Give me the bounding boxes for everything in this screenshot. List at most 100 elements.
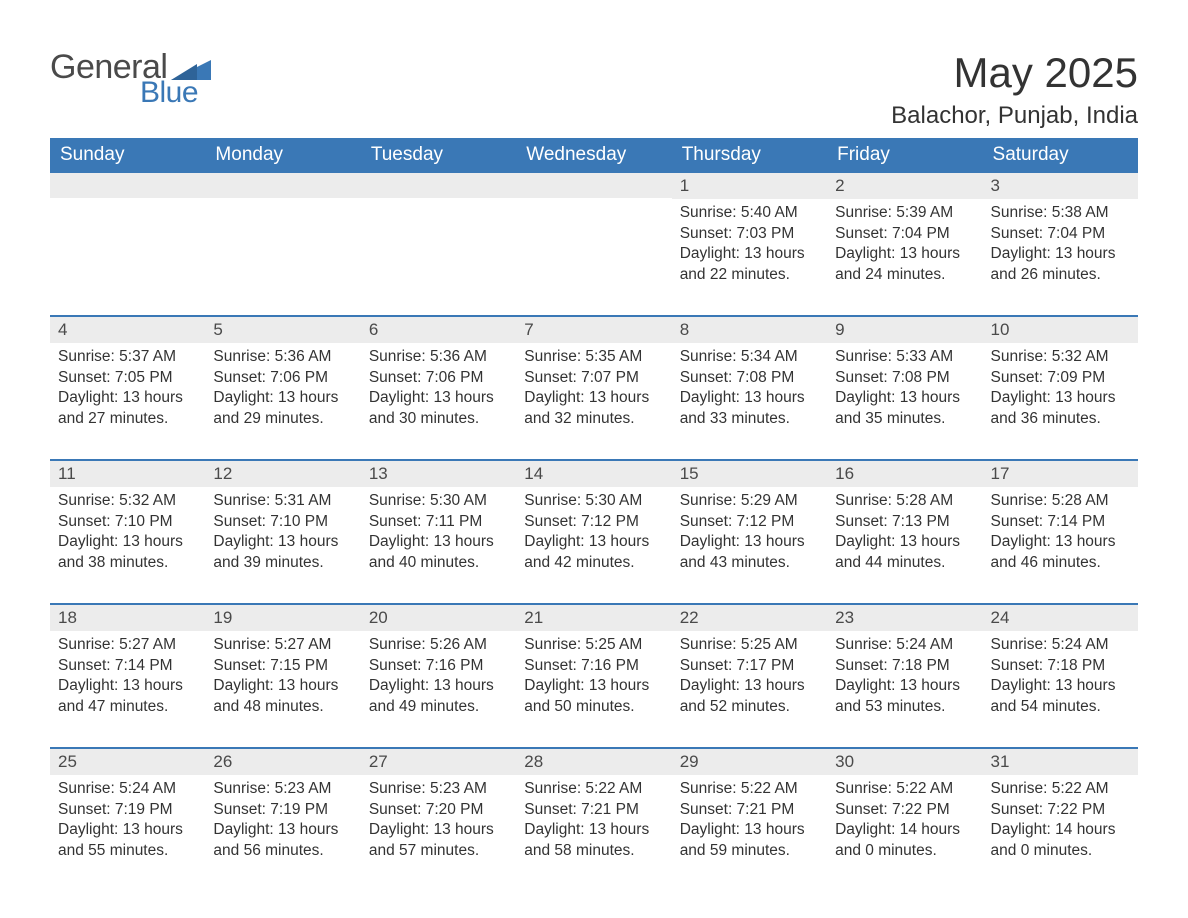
- weekday-header: Wednesday: [516, 138, 671, 173]
- calendar-day: 22 Sunrise: 5:25 AMSunset: 7:17 PMDayligh…: [672, 605, 827, 733]
- day-body: Sunrise: 5:22 AMSunset: 7:22 PMDaylight:…: [827, 775, 982, 861]
- daylight-text: Daylight: 13 hours and 30 minutes.: [369, 388, 508, 429]
- weekday-header-row: Sunday Monday Tuesday Wednesday Thursday…: [50, 138, 1138, 173]
- day-number: 27: [369, 752, 388, 771]
- calendar-day: 7 Sunrise: 5:35 AMSunset: 7:07 PMDaylight…: [516, 317, 671, 445]
- sunset-text: Sunset: 7:15 PM: [213, 656, 352, 676]
- location-text: Balachor, Punjab, India: [891, 102, 1138, 130]
- calendar-day: 1 Sunrise: 5:40 AMSunset: 7:03 PMDaylight…: [672, 173, 827, 301]
- day-body: Sunrise: 5:26 AMSunset: 7:16 PMDaylight:…: [361, 631, 516, 717]
- calendar-day: 24Sunrise: 5:24 AMSunset: 7:18 PMDayligh…: [983, 605, 1138, 733]
- sunset-text: Sunset: 7:22 PM: [991, 800, 1130, 820]
- weekday-header: Tuesday: [361, 138, 516, 173]
- calendar-day: 10Sunrise: 5:32 AMSunset: 7:09 PMDayligh…: [983, 317, 1138, 445]
- day-body: Sunrise: 5:34 AMSunset: 7:08 PMDaylight:…: [672, 343, 827, 429]
- calendar-week: 11Sunrise: 5:32 AMSunset: 7:10 PMDayligh…: [50, 459, 1138, 589]
- weekday-header: Saturday: [983, 138, 1138, 173]
- day-number: 26: [213, 752, 232, 771]
- day-number-row: 14: [516, 461, 671, 487]
- sunrise-text: Sunrise: 5:36 AM: [369, 347, 508, 367]
- sunset-text: Sunset: 7:05 PM: [58, 368, 197, 388]
- day-number: 13: [369, 464, 388, 483]
- day-number-row: 11: [50, 461, 205, 487]
- day-body: Sunrise: 5:28 AMSunset: 7:14 PMDaylight:…: [983, 487, 1138, 573]
- calendar-day: 23Sunrise: 5:24 AMSunset: 7:18 PMDayligh…: [827, 605, 982, 733]
- sunset-text: Sunset: 7:21 PM: [680, 800, 819, 820]
- calendar-day: 17Sunrise: 5:28 AMSunset: 7:14 PMDayligh…: [983, 461, 1138, 589]
- daylight-text: Daylight: 13 hours and 38 minutes.: [58, 532, 197, 573]
- day-number-row: 18: [50, 605, 205, 631]
- sunrise-text: Sunrise: 5:25 AM: [680, 635, 819, 655]
- title-block: May 2025 Balachor, Punjab, India: [891, 50, 1138, 130]
- day-number: 7: [524, 320, 533, 339]
- day-number: 6: [369, 320, 378, 339]
- daylight-text: Daylight: 13 hours and 39 minutes.: [213, 532, 352, 573]
- day-number: 1: [680, 176, 689, 195]
- calendar-day: 26Sunrise: 5:23 AMSunset: 7:19 PMDayligh…: [205, 749, 360, 877]
- sunset-text: Sunset: 7:07 PM: [524, 368, 663, 388]
- day-body: Sunrise: 5:36 AMSunset: 7:06 PMDaylight:…: [205, 343, 360, 429]
- calendar-day: 3Sunrise: 5:38 AMSunset: 7:04 PMDaylight…: [983, 173, 1138, 301]
- sunset-text: Sunset: 7:16 PM: [369, 656, 508, 676]
- daylight-text: Daylight: 13 hours and 32 minutes.: [524, 388, 663, 429]
- calendar-grid: Sunday Monday Tuesday Wednesday Thursday…: [50, 138, 1138, 877]
- day-body: Sunrise: 5:28 AMSunset: 7:13 PMDaylight:…: [827, 487, 982, 573]
- sunset-text: Sunset: 7:11 PM: [369, 512, 508, 532]
- day-number-row: 21: [516, 605, 671, 631]
- day-number: 9: [835, 320, 844, 339]
- day-number-row: 22: [672, 605, 827, 631]
- sunset-text: Sunset: 7:08 PM: [835, 368, 974, 388]
- day-number: 16: [835, 464, 854, 483]
- sunrise-text: Sunrise: 5:35 AM: [524, 347, 663, 367]
- day-number: 22: [680, 608, 699, 627]
- daylight-text: Daylight: 13 hours and 36 minutes.: [991, 388, 1130, 429]
- day-number: 20: [369, 608, 388, 627]
- calendar-day: 4Sunrise: 5:37 AMSunset: 7:05 PMDaylight…: [50, 317, 205, 445]
- day-body: Sunrise: 5:30 AMSunset: 7:12 PMDaylight:…: [516, 487, 671, 573]
- sunset-text: Sunset: 7:06 PM: [369, 368, 508, 388]
- day-body: Sunrise: 5:25 AMSunset: 7:16 PMDaylight:…: [516, 631, 671, 717]
- calendar-day: 6 Sunrise: 5:36 AMSunset: 7:06 PMDaylight…: [361, 317, 516, 445]
- calendar-day: 30Sunrise: 5:22 AMSunset: 7:22 PMDayligh…: [827, 749, 982, 877]
- sunrise-text: Sunrise: 5:28 AM: [991, 491, 1130, 511]
- sunset-text: Sunset: 7:14 PM: [58, 656, 197, 676]
- calendar-week: 1 Sunrise: 5:40 AMSunset: 7:03 PMDaylight…: [50, 173, 1138, 301]
- weekday-header: Friday: [827, 138, 982, 173]
- day-number: 21: [524, 608, 543, 627]
- sunset-text: Sunset: 7:14 PM: [991, 512, 1130, 532]
- calendar-day: 14Sunrise: 5:30 AMSunset: 7:12 PMDayligh…: [516, 461, 671, 589]
- calendar-day: 15Sunrise: 5:29 AMSunset: 7:12 PMDayligh…: [672, 461, 827, 589]
- calendar-day: 29Sunrise: 5:22 AMSunset: 7:21 PMDayligh…: [672, 749, 827, 877]
- sunset-text: Sunset: 7:09 PM: [991, 368, 1130, 388]
- sunrise-text: Sunrise: 5:27 AM: [58, 635, 197, 655]
- day-number: 4: [58, 320, 67, 339]
- sunset-text: Sunset: 7:21 PM: [524, 800, 663, 820]
- sunset-text: Sunset: 7:17 PM: [680, 656, 819, 676]
- daylight-text: Daylight: 13 hours and 56 minutes.: [213, 820, 352, 861]
- calendar-day: 12Sunrise: 5:31 AMSunset: 7:10 PMDayligh…: [205, 461, 360, 589]
- day-number-row: 30: [827, 749, 982, 775]
- calendar-day-empty: [205, 173, 360, 301]
- day-body: Sunrise: 5:29 AMSunset: 7:12 PMDaylight:…: [672, 487, 827, 573]
- day-number: 8: [680, 320, 689, 339]
- day-body: [50, 198, 205, 202]
- daylight-text: Daylight: 13 hours and 46 minutes.: [991, 532, 1130, 573]
- calendar-week: 18 Sunrise: 5:27 AMSunset: 7:14 PM Dayligh…: [50, 603, 1138, 733]
- day-number: 10: [991, 320, 1010, 339]
- day-number-row: 23: [827, 605, 982, 631]
- sunset-text: Sunset: 7:18 PM: [991, 656, 1130, 676]
- calendar-day: 5Sunrise: 5:36 AMSunset: 7:06 PMDaylight…: [205, 317, 360, 445]
- daylight-text: Daylight: 13 hours and 43 minutes.: [680, 532, 819, 573]
- day-body: Sunrise: 5:35 AMSunset: 7:07 PMDaylight:…: [516, 343, 671, 429]
- daylight-text: Daylight: 13 hours and 27 minutes.: [58, 388, 197, 429]
- daylight-text: Daylight: 13 hours and 54 minutes.: [991, 676, 1130, 717]
- day-number-row: 4: [50, 317, 205, 343]
- daylight-text: Daylight: 13 hours and 55 minutes.: [58, 820, 197, 861]
- daylight-text: Daylight: 13 hours and 49 minutes.: [369, 676, 508, 717]
- daylight-text: Daylight: 14 hours and 0 minutes.: [835, 820, 974, 861]
- sunrise-text: Sunrise: 5:33 AM: [835, 347, 974, 367]
- calendar-page: General Blue May 2025 Balachor, Punjab, …: [0, 0, 1188, 917]
- day-body: Sunrise: 5:40 AMSunset: 7:03 PMDaylight:…: [672, 199, 827, 285]
- day-body: Sunrise: 5:25 AMSunset: 7:17 PMDaylight:…: [672, 631, 827, 717]
- day-number-row: 26: [205, 749, 360, 775]
